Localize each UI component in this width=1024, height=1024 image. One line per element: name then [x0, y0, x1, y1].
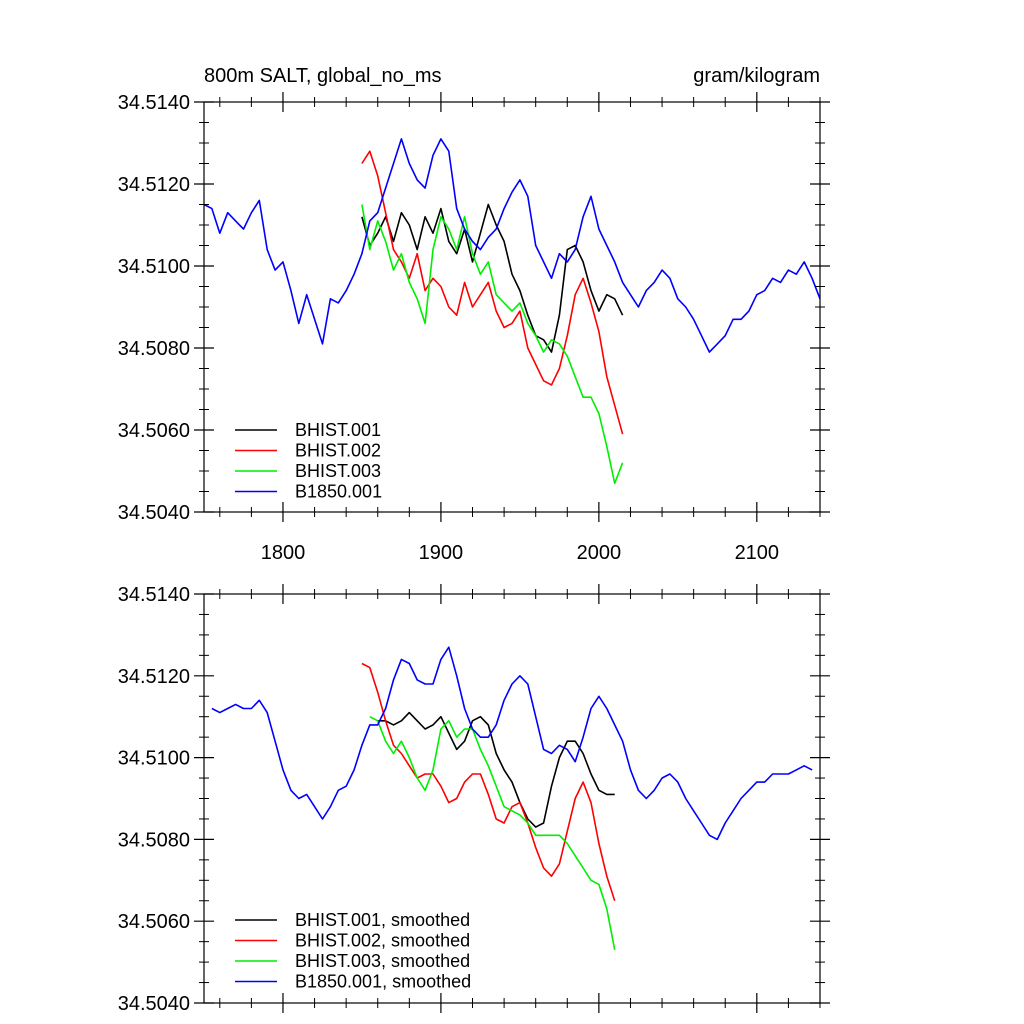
- bottom-panel: 34.5040 34.5060 34.5080 34.5100 34.5120 34.51…: [118, 584, 830, 1015]
- legend-label-4: B1850.001, smoothed: [295, 972, 471, 992]
- legend-label-2: BHIST.002, smoothed: [295, 931, 470, 951]
- y-tick-label: 34.5140: [118, 584, 190, 606]
- top-series-layer: [203, 138, 821, 485]
- y-tick-label: 34.5080: [118, 338, 190, 360]
- bottom-series-layer: [211, 646, 813, 950]
- top-axes: 1800 1900 2000 2100 34.5040 34.5060 34.5080 34.…: [118, 92, 830, 564]
- y-tick-label: 34.5100: [118, 748, 190, 770]
- legend-label-3: BHIST.003: [295, 461, 381, 481]
- bottom-axes: 34.5040 34.5060 34.5080 34.5100 34.5120 34.51…: [118, 584, 830, 1015]
- series-line-1: [377, 711, 615, 828]
- y-tick-label: 34.5040: [118, 502, 190, 524]
- legend-label-1: BHIST.001, smoothed: [295, 910, 470, 930]
- x-tick-label: 1800: [261, 542, 306, 564]
- y-tick-label: 34.5040: [118, 993, 190, 1015]
- y-tick-label: 34.5100: [118, 256, 190, 278]
- top-panel-title: 800m SALT, global_no_ms: [204, 65, 442, 87]
- legend-label-1: BHIST.001: [295, 420, 381, 440]
- x-tick-label: 2100: [735, 542, 780, 564]
- series-line-1: [361, 203, 624, 353]
- x-tick-label: 2000: [577, 542, 622, 564]
- y-tick-label: 34.5080: [118, 829, 190, 851]
- y-tick-label: 34.5060: [118, 911, 190, 933]
- y-tick-label: 34.5140: [118, 92, 190, 114]
- y-tick-label: 34.5120: [118, 666, 190, 688]
- series-line-3: [369, 715, 616, 950]
- top-panel-units: gram/kilogram: [693, 65, 820, 87]
- series-line-4: [203, 138, 821, 353]
- x-tick-label: 1900: [419, 542, 464, 564]
- series-line-2: [361, 662, 616, 901]
- legend-label-2: BHIST.002: [295, 441, 381, 461]
- series-line-4: [211, 646, 813, 841]
- top-panel: 800m SALT, global_no_ms gram/kilogram 18…: [118, 65, 830, 564]
- y-tick-label: 34.5120: [118, 174, 190, 196]
- series-line-3: [361, 204, 624, 485]
- legend-label-4: B1850.001: [295, 482, 382, 502]
- legend-label-3: BHIST.003, smoothed: [295, 951, 470, 971]
- y-tick-label: 34.5060: [118, 420, 190, 442]
